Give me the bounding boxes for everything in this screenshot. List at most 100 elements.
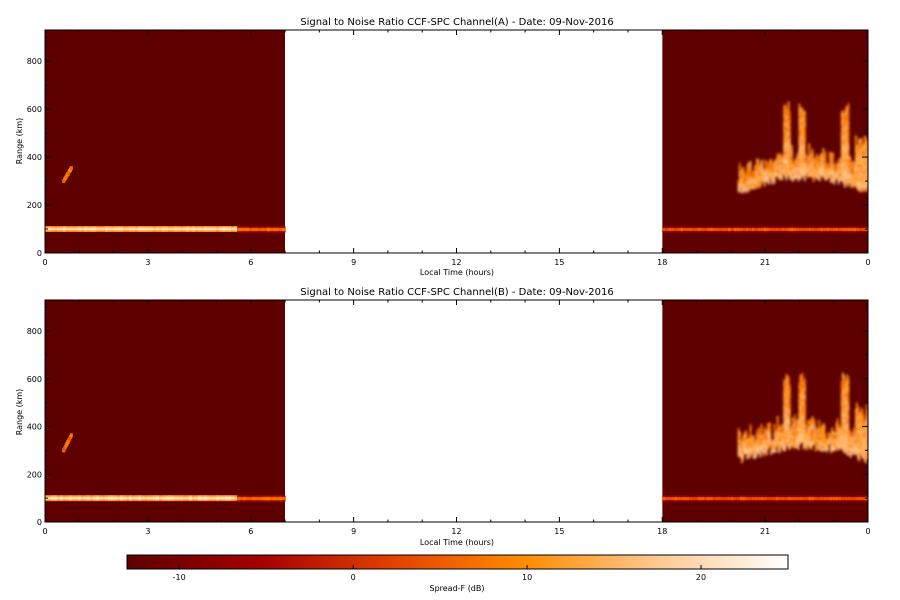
heatmap-spread-f-cell xyxy=(784,404,787,408)
heatmap-spread-f-cell xyxy=(822,156,825,161)
heatmap-spread-f-cell xyxy=(836,417,839,422)
heatmap-spread-f-cell xyxy=(759,439,762,443)
heatmap-spread-f-cell xyxy=(846,391,849,396)
heatmap-spread-f-cell xyxy=(760,172,763,176)
heatmap-spread-f-cell xyxy=(845,406,848,411)
heatmap-band-cell xyxy=(147,227,151,231)
heatmap-spread-f-cell xyxy=(794,164,797,168)
heatmap-spread-f-cell xyxy=(752,176,755,180)
heatmap-spread-f-cell xyxy=(866,435,868,440)
heatmap-spread-f-cell xyxy=(780,167,782,171)
heatmap-spread-f-cell xyxy=(847,429,850,433)
heatmap-spread-f-cell xyxy=(801,410,804,414)
heatmap-spread-f-cell xyxy=(784,142,787,146)
heatmap-band-cell xyxy=(81,496,85,500)
heatmap-spread-f-cell xyxy=(845,432,848,437)
heatmap-spread-f-cell xyxy=(857,421,860,425)
heatmap-band-cell xyxy=(180,496,184,500)
heatmap-band-cell xyxy=(171,227,175,231)
heatmap-spread-f-cell xyxy=(836,169,839,174)
heatmap-spread-f-cell xyxy=(843,426,845,430)
heatmap-spread-f-cell xyxy=(843,178,845,182)
heatmap-spread-f-cell xyxy=(788,409,791,413)
heatmap-band-cell xyxy=(234,496,238,500)
heatmap-spread-f-cell xyxy=(749,438,752,442)
heatmap-spread-f-cell xyxy=(840,441,843,445)
heatmap-spread-f-cell xyxy=(851,443,854,447)
heatmap-spread-f-cell xyxy=(745,181,748,185)
heatmap-spread-f-cell xyxy=(831,164,833,168)
heatmap-spread-f-cell xyxy=(788,389,791,393)
heatmap-spread-f-cell xyxy=(787,144,790,148)
heatmap-spread-f-cell xyxy=(841,141,844,145)
heatmap-spread-f-cell xyxy=(860,410,863,414)
heatmap-spread-f-cell xyxy=(815,156,818,160)
heatmap-spread-f-cell xyxy=(786,155,789,160)
heatmap-spread-f-cell xyxy=(812,164,815,168)
heatmap-spread-f-cell xyxy=(860,167,863,171)
heatmap-spread-f-cell xyxy=(844,442,846,446)
heatmap-spread-f-cell xyxy=(845,140,848,145)
heatmap-spread-f-cell xyxy=(799,376,802,381)
heatmap-spread-f-cell xyxy=(784,415,787,420)
heatmap-spread-f-cell xyxy=(784,170,787,175)
heatmap-spread-f-cell xyxy=(845,109,848,113)
heatmap-spread-f-cell xyxy=(847,394,850,399)
heatmap-band-cell xyxy=(832,228,836,232)
heatmap-spread-f-cell xyxy=(858,420,861,424)
heatmap-spread-f-cell xyxy=(750,435,753,439)
heatmap-spread-f-cell xyxy=(838,163,841,168)
heatmap-spread-f-cell xyxy=(799,405,802,409)
heatmap-spread-f-cell xyxy=(743,183,746,188)
heatmap-spread-f-cell xyxy=(840,129,843,133)
heatmap-spread-f-cell xyxy=(862,445,865,449)
heatmap-spread-f-cell xyxy=(763,183,766,187)
heatmap-spread-f-cell xyxy=(843,380,845,385)
heatmap-spread-f-cell xyxy=(861,151,864,155)
heatmap-spread-f-cell xyxy=(863,425,866,430)
heatmap-spread-f-cell xyxy=(858,158,861,162)
heatmap-spread-f-cell xyxy=(802,386,805,390)
heatmap-band-cell xyxy=(683,228,687,232)
heatmap-spread-f-cell xyxy=(737,185,740,190)
heatmap-spread-f-cell xyxy=(801,436,804,440)
heatmap-spread-f-cell xyxy=(828,432,831,437)
heatmap-spread-f-cell xyxy=(747,179,750,184)
heatmap-band-cell xyxy=(66,227,70,231)
heatmap-spread-f-cell xyxy=(806,161,808,165)
heatmap-spread-f-cell xyxy=(841,387,844,391)
heatmap-spread-f-cell xyxy=(786,433,789,437)
heatmap-spread-f-cell xyxy=(739,189,742,194)
heatmap-spread-f-cell xyxy=(802,153,805,158)
heatmap-patch-cell xyxy=(69,433,73,438)
heatmap-spread-f-cell xyxy=(859,140,862,144)
heatmap-spread-f-cell xyxy=(790,156,793,160)
heatmap-spread-f-cell xyxy=(795,424,798,428)
heatmap-spread-f-cell xyxy=(758,175,761,179)
heatmap-spread-f-cell xyxy=(801,438,804,443)
heatmap-spread-f-cell xyxy=(764,446,767,450)
heatmap-spread-f-cell xyxy=(760,169,763,173)
heatmap-spread-f-cell xyxy=(824,439,827,443)
heatmap-spread-f-cell xyxy=(841,421,844,425)
heatmap-spread-f-cell xyxy=(784,147,787,152)
heatmap-spread-f-cell xyxy=(848,446,851,451)
heatmap-spread-f-cell xyxy=(780,440,782,444)
heatmap-spread-f-cell xyxy=(857,152,860,157)
heatmap-spread-f-cell xyxy=(745,444,748,449)
heatmap-spread-f-cell xyxy=(846,160,849,164)
heatmap-spread-f-cell xyxy=(852,444,855,449)
heatmap-band-cell xyxy=(270,497,274,501)
heatmap-spread-f-cell xyxy=(839,169,842,173)
heatmap-spread-f-cell xyxy=(749,429,752,434)
heatmap-spread-f-cell xyxy=(851,173,854,177)
heatmap-spread-f-cell xyxy=(843,412,845,416)
heatmap-band-cell xyxy=(793,497,798,501)
heatmap-spread-f-cell xyxy=(745,186,748,191)
heatmap-spread-f-cell xyxy=(802,434,805,439)
heatmap-band-cell xyxy=(698,497,702,501)
heatmap-spread-f-cell xyxy=(799,399,802,404)
heatmap-spread-f-cell xyxy=(809,424,812,429)
heatmap-spread-f-cell xyxy=(837,169,840,174)
heatmap-spread-f-cell xyxy=(782,154,785,158)
